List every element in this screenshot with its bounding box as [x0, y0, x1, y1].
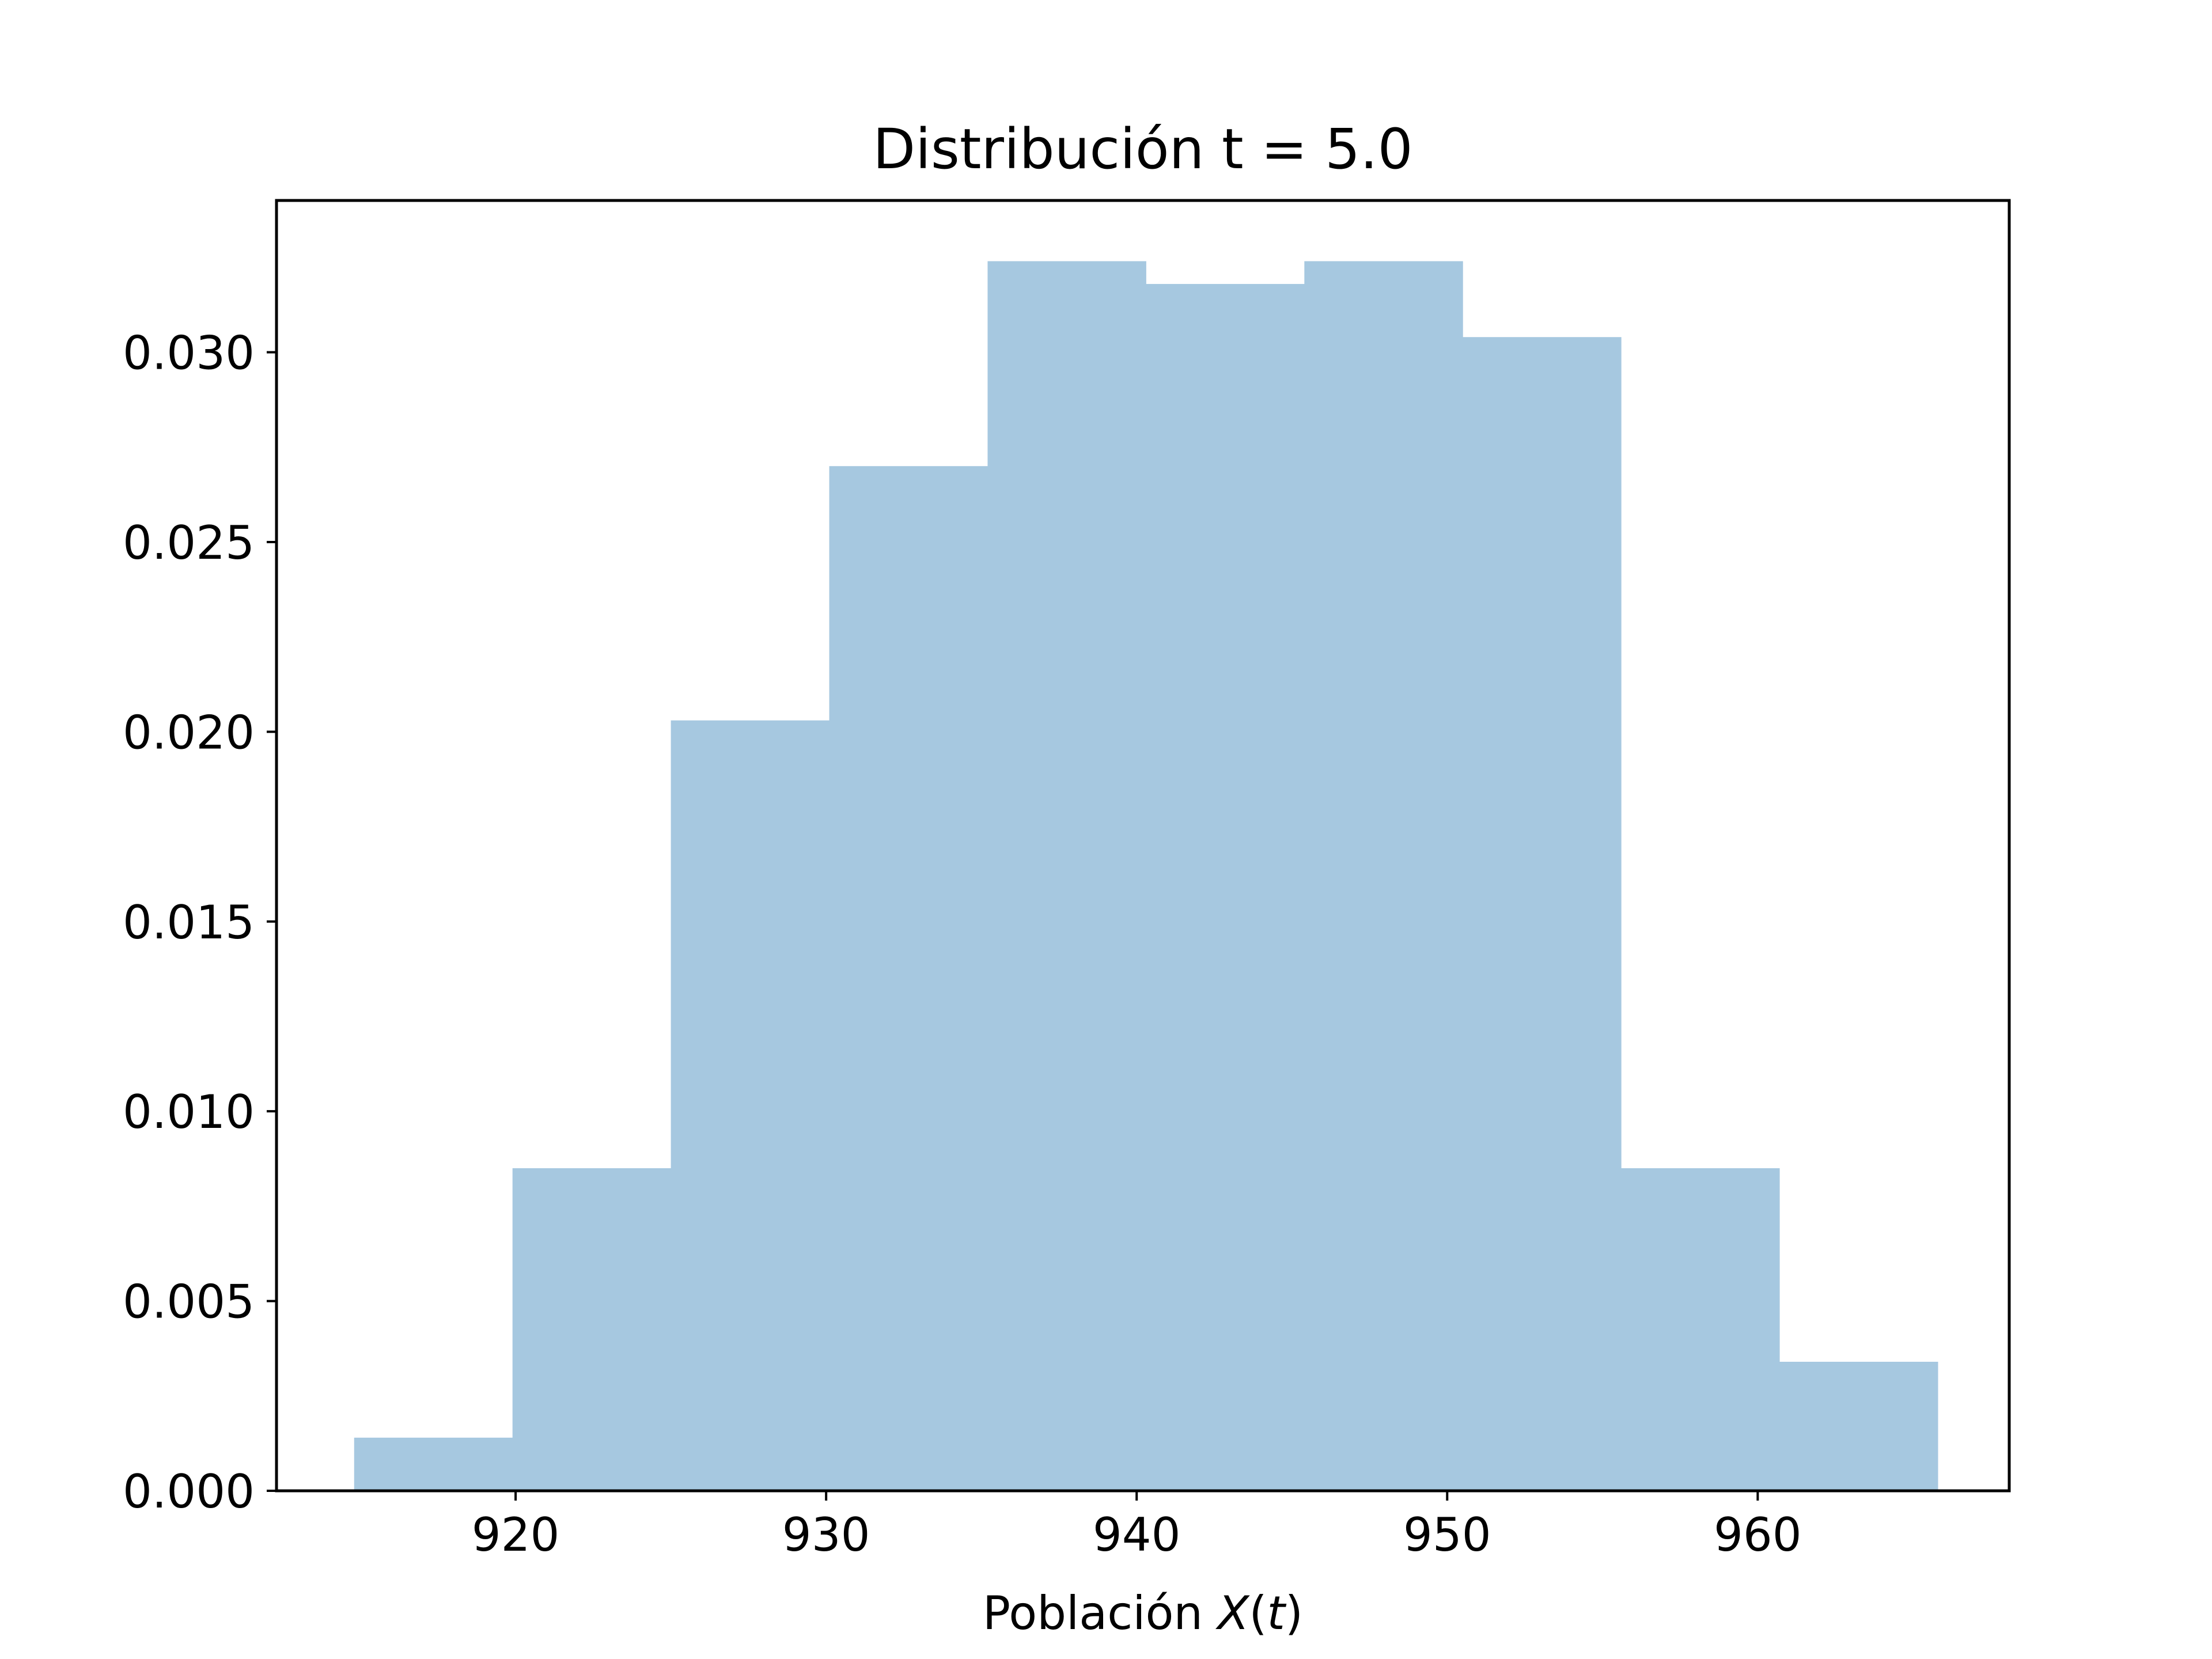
y-axis: 0.000 0.005 0.010 0.015 0.020 0.025 0.030: [123, 327, 276, 1518]
x-tick-label: 930: [782, 1508, 870, 1562]
plot-frame: [275, 199, 2011, 1493]
y-tick-label: 0.025: [123, 516, 255, 570]
histogram-bars: [354, 261, 1938, 1491]
y-tick-label: 0.010: [123, 1085, 255, 1139]
x-tick-label: 960: [1714, 1508, 1802, 1562]
histogram-bar: [671, 720, 830, 1491]
histogram-bar: [987, 261, 1146, 1491]
y-tick-label: 0.015: [123, 896, 255, 949]
y-tick-label: 0.020: [123, 706, 255, 759]
x-tick-label: 940: [1093, 1508, 1181, 1562]
x-tick-label: 920: [472, 1508, 560, 1562]
y-tick-label: 0.005: [123, 1275, 255, 1329]
x-axis-label-prefix: Población: [983, 1586, 1218, 1640]
x-axis-label-var: t: [1267, 1586, 1287, 1640]
histogram-bar: [829, 466, 988, 1491]
x-axis-label: Población X(t): [983, 1586, 1303, 1640]
y-tick-label: 0.030: [123, 327, 255, 380]
y-tick-label: 0.000: [123, 1465, 255, 1518]
histogram-bar: [1463, 337, 1622, 1491]
histogram-bar: [1621, 1168, 1780, 1491]
x-axis-label-open: (: [1249, 1586, 1267, 1640]
histogram-bar: [512, 1168, 672, 1491]
x-axis: 920 930 940 950 960: [472, 1491, 1802, 1562]
histogram-bar: [1779, 1362, 1938, 1491]
x-tick-label: 950: [1403, 1508, 1491, 1562]
x-axis-label-math: X: [1215, 1586, 1251, 1640]
histogram-bar: [1146, 283, 1305, 1491]
histogram-bar: [1304, 261, 1463, 1491]
x-axis-label-close: ): [1285, 1586, 1303, 1640]
chart-title: Distribución t = 5.0: [873, 117, 1413, 181]
histogram-bar: [354, 1437, 513, 1491]
